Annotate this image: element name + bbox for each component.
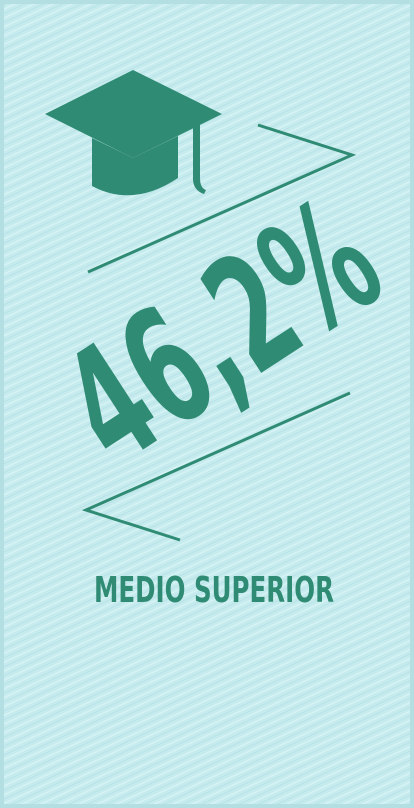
zigzag-bottom <box>81 391 351 542</box>
graduation-cap-icon <box>45 70 222 196</box>
stat-label: MEDIO SUPERIOR <box>94 570 334 611</box>
zigzag-top <box>87 123 357 274</box>
